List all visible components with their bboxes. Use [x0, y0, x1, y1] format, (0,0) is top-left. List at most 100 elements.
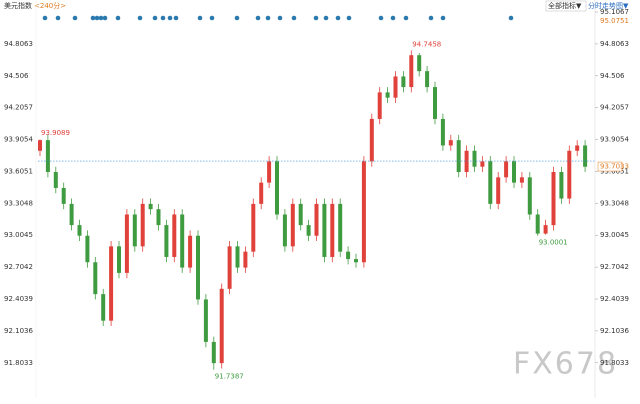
candle-body: [559, 172, 564, 199]
candle-body: [440, 118, 445, 146]
candle-body: [243, 251, 248, 268]
candle-body: [488, 161, 493, 204]
event-dot: [346, 15, 352, 21]
y-tick-label-left: 94.506: [4, 72, 29, 80]
candle-body: [69, 203, 74, 226]
candle-body: [117, 246, 121, 273]
candle-body: [124, 214, 129, 273]
candle-body: [259, 182, 264, 204]
extreme-label: 93.0001: [539, 239, 568, 247]
event-dot: [428, 15, 434, 21]
candle-body: [93, 262, 98, 295]
candle-body: [235, 246, 240, 268]
last-price-label: 93.7033: [600, 163, 629, 171]
candle-body: [504, 161, 509, 178]
candle-body: [535, 214, 540, 234]
event-dot: [98, 15, 104, 21]
candle-body: [61, 187, 66, 204]
candle-body: [314, 203, 319, 236]
candle-body: [77, 225, 82, 236]
candle-body: [583, 145, 588, 167]
event-dot: [173, 15, 179, 21]
event-dot: [440, 15, 446, 21]
event-dot: [167, 15, 173, 21]
y-tick-label: 92.1036: [600, 327, 629, 335]
top-price-label: 95.0751: [600, 17, 629, 25]
candle-body: [306, 225, 311, 236]
candle-body: [132, 214, 137, 247]
event-dot: [335, 15, 341, 21]
candle-body: [512, 161, 516, 183]
candle-body: [456, 140, 461, 173]
event-dot: [255, 15, 261, 21]
y-tick-label: 93.9054: [600, 136, 629, 144]
y-tick-label: 94.2057: [600, 104, 629, 112]
candle-body: [354, 259, 358, 263]
extreme-label: 93.9089: [41, 129, 70, 137]
event-dot: [90, 15, 96, 21]
chart-title: 美元指数: [4, 1, 32, 10]
event-dot: [234, 15, 240, 21]
candle-body: [346, 251, 351, 260]
candle-body: [330, 203, 335, 257]
candle-body: [322, 203, 327, 257]
candle-body: [298, 203, 303, 226]
y-tick-label: 94.8063: [600, 40, 629, 48]
candle-body: [393, 76, 398, 98]
timeshare-link[interactable]: 分时走势图▼: [588, 1, 629, 10]
last-price-box: [597, 161, 623, 172]
event-dot: [152, 15, 158, 21]
candle-body: [338, 203, 343, 252]
extreme-label: 91.7387: [215, 373, 244, 381]
event-dot: [508, 15, 514, 21]
candle-body: [496, 177, 501, 204]
candle-body: [480, 161, 485, 167]
candle-body: [203, 299, 208, 342]
candle-body: [196, 235, 200, 300]
candle-body: [385, 92, 390, 98]
y-tick-label-left: 94.2057: [4, 104, 33, 112]
y-tick-label: 92.7042: [600, 263, 629, 271]
indicator-button-label[interactable]: 全部指标▼: [548, 1, 582, 10]
event-dot: [94, 15, 100, 21]
candle-body: [401, 76, 406, 88]
event-dot: [378, 15, 384, 21]
candle-body: [172, 214, 177, 257]
candle-body: [251, 203, 256, 252]
candle-body: [156, 209, 161, 226]
candle-body: [417, 55, 422, 72]
candle-body: [409, 55, 414, 88]
candle-body: [38, 140, 42, 151]
event-dot: [102, 15, 108, 21]
y-tick-label: 93.6051: [600, 167, 629, 175]
event-dot: [55, 15, 61, 21]
event-dot: [291, 15, 297, 21]
event-dot: [390, 15, 396, 21]
candle-body: [369, 118, 374, 162]
y-tick-label: 95.1067: [600, 8, 629, 16]
event-dot: [265, 15, 271, 21]
event-dot: [160, 15, 166, 21]
event-dot: [72, 15, 78, 21]
y-tick-label: 91.8033: [600, 359, 629, 367]
y-tick-label-left: 92.7042: [4, 263, 33, 271]
candle-body: [433, 87, 437, 119]
y-tick-label: 93.0045: [600, 231, 629, 239]
indicator-button[interactable]: [545, 0, 587, 12]
candle-body: [361, 161, 366, 263]
candle-body: [180, 214, 185, 268]
candle-body: [464, 150, 469, 173]
event-dot: [209, 15, 215, 21]
candle-body: [101, 294, 106, 321]
extreme-label: 94.7458: [412, 40, 441, 48]
candle-body: [519, 177, 524, 183]
candle-body: [188, 235, 193, 268]
candle-body: [109, 246, 114, 321]
y-tick-label-left: 94.8063: [4, 40, 33, 48]
candle-body: [275, 161, 279, 215]
candle-body: [527, 177, 532, 215]
event-dot: [277, 15, 283, 21]
event-dot: [42, 15, 48, 21]
